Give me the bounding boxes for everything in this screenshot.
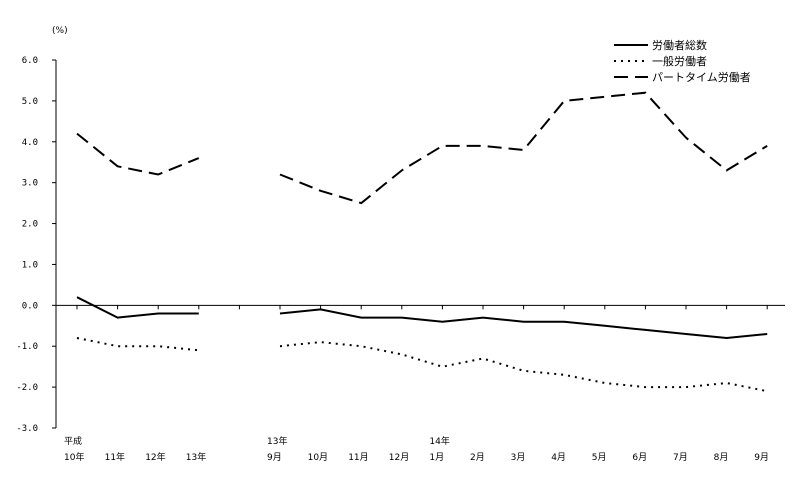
x-tick-label-top: 13年 bbox=[267, 435, 287, 447]
x-tick-label-top: 14年 bbox=[429, 435, 449, 447]
legend-label: パートタイム労働者 bbox=[652, 70, 751, 84]
y-tick-label: -1.0 bbox=[16, 342, 38, 352]
legend-label: 一般労働者 bbox=[652, 54, 707, 68]
x-tick-label: 13年 bbox=[186, 451, 206, 463]
y-tick-label: -2.0 bbox=[16, 383, 38, 393]
y-tick-label: 1.0 bbox=[22, 260, 38, 270]
x-tick-label: 1月 bbox=[429, 452, 444, 463]
y-unit-label: (%) bbox=[52, 26, 68, 36]
x-tick-label: 9月 bbox=[267, 452, 282, 463]
x-tick-label: 12月 bbox=[389, 452, 409, 463]
series-line-3 bbox=[279, 91, 768, 205]
y-tick-label: 2.0 bbox=[22, 220, 38, 230]
x-tick-label-top: 平成 bbox=[64, 435, 82, 447]
x-tick-label: 6月 bbox=[632, 452, 647, 463]
x-tick-label: 8月 bbox=[714, 452, 729, 463]
y-tick-label: 4.0 bbox=[22, 138, 38, 148]
series-lines bbox=[76, 91, 768, 393]
x-tick-labels: 平成 10年 11年 12年 13年 13年 9月 10月 11月 12月 14年 1月 2月 3月 4月 5… bbox=[64, 305, 769, 463]
x-tick-label: 11月 bbox=[348, 452, 368, 463]
legend-label: 労働者総数 bbox=[652, 38, 707, 52]
series-line-1 bbox=[76, 296, 199, 319]
x-tick-label: 4月 bbox=[551, 452, 566, 463]
x-tick-label: 2月 bbox=[470, 452, 485, 463]
series-line-1 bbox=[279, 308, 768, 340]
series-line-2 bbox=[279, 341, 768, 393]
y-tick-label: 0.0 bbox=[22, 301, 38, 311]
x-tick-label: 11年 bbox=[105, 451, 125, 463]
y-tick-label: -3.0 bbox=[16, 424, 38, 434]
y-tick-label: 3.0 bbox=[22, 179, 38, 189]
x-tick-label: 7月 bbox=[673, 452, 688, 463]
x-tick-label: 9月 bbox=[754, 452, 769, 463]
x-tick-label: 12年 bbox=[145, 451, 165, 463]
y-tick-labels: 6.0 5.0 4.0 3.0 2.0 1.0 0.0 -1.0 -2.0 -3.0 bbox=[16, 56, 56, 434]
x-tick-label: 3月 bbox=[511, 452, 526, 463]
axes bbox=[55, 60, 785, 428]
x-tick-label: 10月 bbox=[308, 452, 328, 463]
y-tick-label: 5.0 bbox=[22, 97, 38, 107]
x-tick-label: 5月 bbox=[592, 452, 607, 463]
x-tick-label: 10年 bbox=[64, 451, 84, 463]
series-line-3 bbox=[76, 132, 200, 176]
y-tick-label: 6.0 bbox=[22, 56, 38, 66]
series-line-2 bbox=[76, 337, 199, 352]
